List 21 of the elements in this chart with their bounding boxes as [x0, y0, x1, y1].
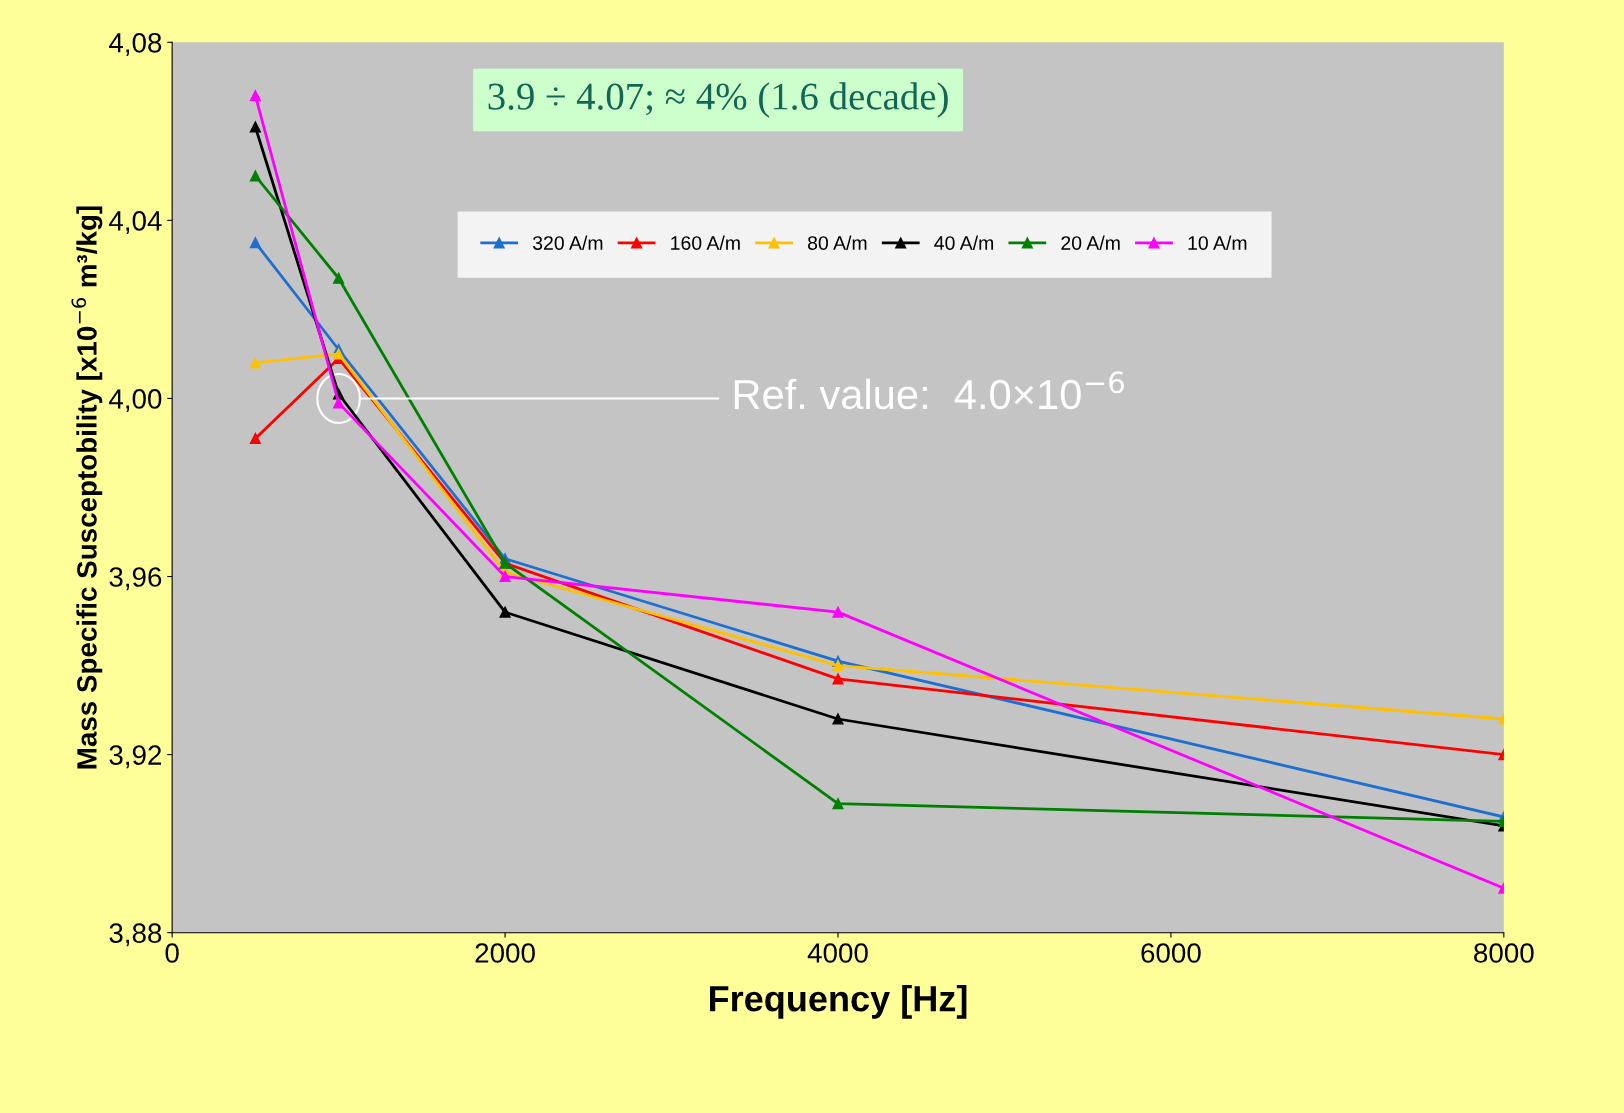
x-axis-title: Frequency [Hz] — [709, 984, 967, 1019]
annotation: 3.9 ÷ 4.07; ≈ 4% (1.6 decade) — [488, 82, 948, 118]
legend-label: 320 A/m — [532, 235, 603, 250]
x-tick-label: 6000 — [1141, 943, 1201, 963]
x-tick-label: 4000 — [807, 943, 868, 963]
y-tick-label: 4,00 — [109, 389, 162, 413]
y-tick-label: 3,92 — [109, 745, 162, 769]
y-tick-label: 4,08 — [109, 32, 162, 56]
legend-label: 160 A/m — [671, 235, 740, 250]
legend-label: 10 A/m — [1188, 235, 1247, 250]
legend-label: 20 A/m — [1061, 235, 1120, 250]
y-axis-title: Mass Specific Susceptobility [x10$^{−6}$ m³/kg] — [71, 206, 103, 769]
y-tick-label: 4,04 — [109, 211, 162, 234]
x-tick-label: 0 — [165, 943, 179, 963]
y-tick-label: 3,96 — [109, 567, 162, 591]
x-tick-label: 8000 — [1474, 943, 1534, 963]
y-tick-label: 3,88 — [109, 923, 162, 947]
legend-label: 80 A/m — [807, 235, 867, 250]
annotation: Ref. value: 4.0×10$^{−6}$ — [734, 371, 1124, 410]
legend-label: 40 A/m — [934, 235, 994, 250]
x-tick-label: 2000 — [475, 943, 535, 963]
